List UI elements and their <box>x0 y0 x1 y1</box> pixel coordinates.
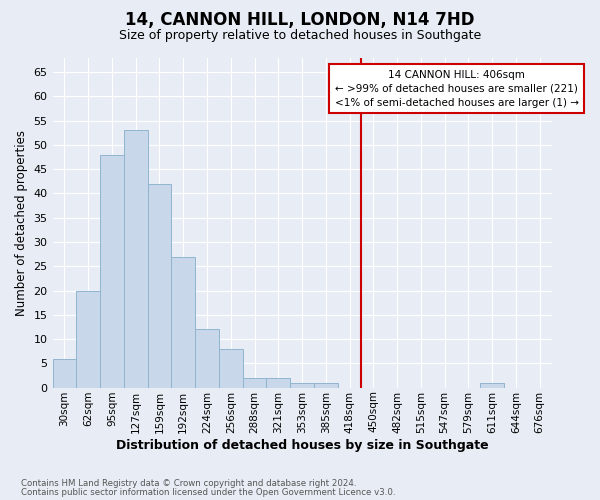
Text: Size of property relative to detached houses in Southgate: Size of property relative to detached ho… <box>119 29 481 42</box>
Bar <box>124 130 148 388</box>
Bar <box>314 383 338 388</box>
Bar <box>480 383 504 388</box>
Bar <box>76 290 100 388</box>
Bar <box>53 358 76 388</box>
Y-axis label: Number of detached properties: Number of detached properties <box>15 130 28 316</box>
Bar <box>172 256 195 388</box>
Text: 14, CANNON HILL, LONDON, N14 7HD: 14, CANNON HILL, LONDON, N14 7HD <box>125 11 475 29</box>
Bar <box>195 330 219 388</box>
Text: Contains HM Land Registry data © Crown copyright and database right 2024.: Contains HM Land Registry data © Crown c… <box>21 479 356 488</box>
Text: 14 CANNON HILL: 406sqm
← >99% of detached houses are smaller (221)
<1% of semi-d: 14 CANNON HILL: 406sqm ← >99% of detache… <box>335 70 578 108</box>
X-axis label: Distribution of detached houses by size in Southgate: Distribution of detached houses by size … <box>116 440 488 452</box>
Bar <box>148 184 172 388</box>
Bar <box>100 154 124 388</box>
Bar <box>242 378 266 388</box>
Bar <box>290 383 314 388</box>
Bar <box>219 349 242 388</box>
Text: Contains public sector information licensed under the Open Government Licence v3: Contains public sector information licen… <box>21 488 395 497</box>
Bar <box>266 378 290 388</box>
